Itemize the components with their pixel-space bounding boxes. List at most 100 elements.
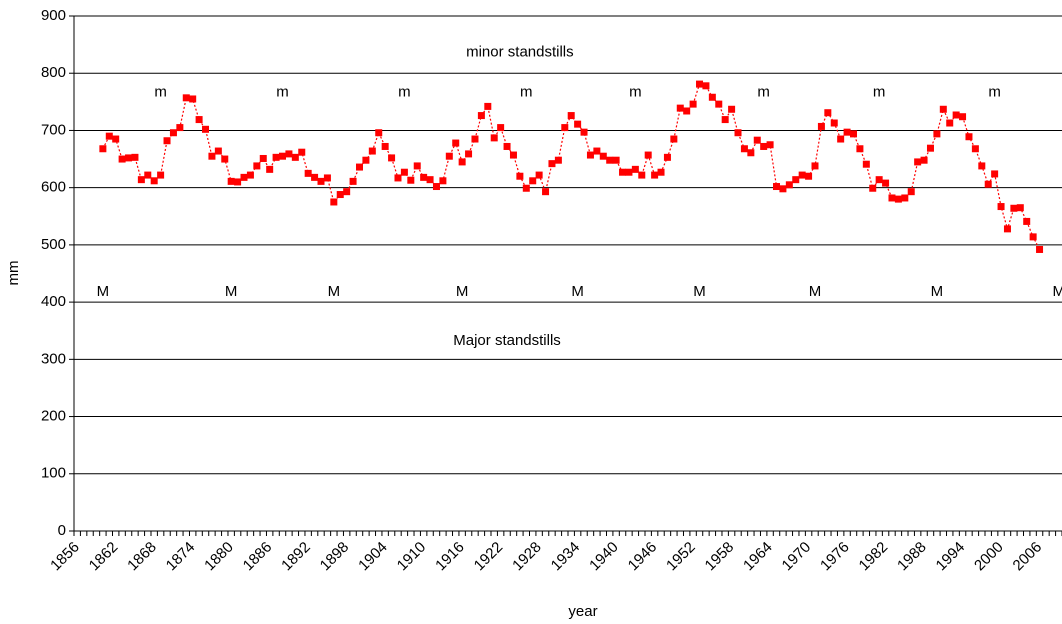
data-point xyxy=(343,188,351,196)
data-point xyxy=(323,174,331,182)
data-point xyxy=(779,185,787,193)
data-point xyxy=(407,176,415,184)
data-point xyxy=(516,172,524,180)
data-point xyxy=(112,135,120,143)
data-point xyxy=(811,162,819,170)
data-point xyxy=(830,119,838,127)
data-point xyxy=(150,177,158,185)
y-tick-label: 100 xyxy=(41,465,66,482)
data-point xyxy=(882,179,890,187)
x-tick-label: 1976 xyxy=(817,539,853,575)
x-tick-label: 1874 xyxy=(163,539,199,575)
data-point xyxy=(529,177,537,185)
data-point xyxy=(785,181,793,189)
data-point xyxy=(670,135,678,143)
data-point xyxy=(631,165,639,173)
annotation: m xyxy=(988,84,1001,101)
data-point xyxy=(157,171,165,179)
y-tick-label: 600 xyxy=(41,179,66,196)
data-point xyxy=(606,156,614,164)
data-point xyxy=(253,162,261,170)
data-point xyxy=(766,141,774,149)
x-axis-title: year xyxy=(568,603,597,620)
data-point xyxy=(471,135,479,143)
data-point xyxy=(445,152,453,160)
data-point xyxy=(696,80,704,88)
data-point xyxy=(176,124,184,132)
data-point xyxy=(625,168,633,176)
data-point xyxy=(773,183,781,191)
data-point xyxy=(426,176,434,184)
data-point xyxy=(1016,204,1024,212)
annotation: M xyxy=(97,283,110,300)
data-point xyxy=(298,148,306,156)
data-point xyxy=(856,145,864,153)
x-tick-label: 1934 xyxy=(548,539,584,575)
x-tick-label: 1940 xyxy=(586,539,622,575)
data-point xyxy=(1003,225,1011,233)
data-point xyxy=(817,122,825,130)
data-point xyxy=(99,145,107,153)
data-point xyxy=(663,153,671,161)
x-tick-label: 1922 xyxy=(471,539,507,575)
data-point xyxy=(984,180,992,188)
x-tick-label: 1958 xyxy=(702,539,738,575)
data-point xyxy=(1023,217,1031,225)
annotation: m xyxy=(276,84,289,101)
data-point xyxy=(683,107,691,115)
y-tick-label: 800 xyxy=(41,64,66,81)
data-point xyxy=(888,194,896,202)
annotation: m xyxy=(629,84,642,101)
data-point xyxy=(336,191,344,199)
annotation: minor standstills xyxy=(466,44,574,61)
y-tick-label: 200 xyxy=(41,408,66,425)
data-point xyxy=(792,176,800,184)
data-point xyxy=(355,163,363,171)
data-point xyxy=(869,184,877,192)
data-point xyxy=(214,147,222,155)
data-point xyxy=(490,134,498,142)
data-point xyxy=(907,188,915,196)
data-point xyxy=(760,142,768,150)
annotation: m xyxy=(873,84,886,101)
data-point xyxy=(728,105,736,113)
data-point xyxy=(509,151,517,159)
x-tick-label: 1868 xyxy=(124,539,160,575)
x-tick-label: 1928 xyxy=(509,539,545,575)
x-tick-label: 1970 xyxy=(779,539,815,575)
data-point xyxy=(1029,233,1037,241)
data-point xyxy=(548,160,556,168)
data-point xyxy=(920,156,928,164)
data-point xyxy=(137,176,145,184)
data-point xyxy=(349,177,357,185)
series-line xyxy=(102,83,1041,250)
data-point xyxy=(432,183,440,191)
data-point xyxy=(901,194,909,202)
data-point xyxy=(535,171,543,179)
data-point xyxy=(997,203,1005,211)
data-point xyxy=(163,137,171,145)
data-point xyxy=(118,155,126,163)
data-point xyxy=(272,153,280,161)
data-point xyxy=(246,171,254,179)
data-point xyxy=(657,168,665,176)
annotation: m xyxy=(757,84,770,101)
annotation: M xyxy=(456,283,469,300)
data-point xyxy=(208,152,216,160)
data-point xyxy=(644,151,652,159)
data-point xyxy=(362,156,370,164)
x-tick-label: 1910 xyxy=(394,539,430,575)
data-point xyxy=(330,198,338,206)
y-axis-title: mm xyxy=(5,261,22,286)
data-point xyxy=(651,171,659,179)
annotation: M xyxy=(328,283,341,300)
data-point xyxy=(285,150,293,158)
data-point xyxy=(131,153,139,161)
y-tick-label: 300 xyxy=(41,350,66,367)
data-point xyxy=(465,150,473,158)
y-tick-label: 700 xyxy=(41,121,66,138)
x-tick-label: 1964 xyxy=(740,539,776,575)
data-point xyxy=(439,177,447,185)
data-point xyxy=(708,93,716,101)
